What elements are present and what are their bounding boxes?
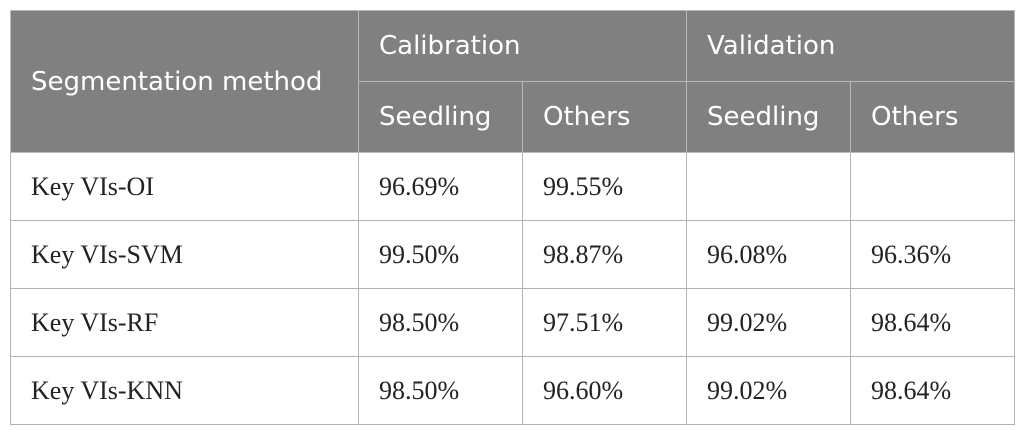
validation-others-cell: 98.64% (849, 288, 1016, 357)
validation-others-cell: 96.36% (849, 220, 1016, 289)
table-header: Segmentation method Calibration Validati… (10, 10, 1016, 153)
header-row-groups: Segmentation method Calibration Validati… (10, 10, 1016, 153)
calibration-others-cell: 96.60% (522, 356, 687, 425)
header-row-subheaders: Seedling Others Seedling Others (11, 81, 1016, 153)
header-calibration-others: Others (522, 81, 687, 153)
row-method-cell: Key VIs-RF (10, 288, 359, 357)
validation-others-cell: 98.64% (849, 356, 1016, 425)
validation-seedling-cell (686, 152, 851, 221)
header-group-calibration: Calibration (358, 10, 687, 82)
table-row: Key VIs-RF 98.50% 97.51% 99.02% 98.64% (10, 288, 1016, 357)
header-validation-seedling: Seedling (686, 81, 851, 153)
table-row: Key VIs-KNN 98.50% 96.60% 99.02% 98.64% (10, 356, 1016, 425)
table-row: Key VIs-SVM 99.50% 98.87% 96.08% 96.36% (10, 220, 1016, 289)
calibration-seedling-cell: 96.69% (358, 152, 523, 221)
validation-seedling-cell: 99.02% (686, 356, 851, 425)
header-group-validation: Validation (685, 10, 1016, 82)
table-body: Key VIs-OI 96.69% 99.55% Key VIs-SVM 99.… (10, 152, 1016, 425)
row-method-cell: Key VIs-KNN (10, 356, 359, 425)
calibration-seedling-cell: 98.50% (358, 356, 523, 425)
validation-seedling-cell: 96.08% (686, 220, 851, 289)
header-segmentation-method: Segmentation method (10, 10, 359, 153)
validation-seedling-cell: 99.02% (686, 288, 851, 357)
calibration-others-cell: 99.55% (522, 152, 687, 221)
results-table: Segmentation method Calibration Validati… (10, 10, 1016, 425)
table-row: Key VIs-OI 96.69% 99.55% (10, 152, 1016, 221)
validation-others-cell (849, 152, 1016, 221)
header-validation-others: Others (849, 81, 1016, 153)
row-method-cell: Key VIs-OI (10, 152, 359, 221)
calibration-seedling-cell: 99.50% (358, 220, 523, 289)
calibration-seedling-cell: 98.50% (358, 288, 523, 357)
calibration-others-cell: 97.51% (522, 288, 687, 357)
calibration-others-cell: 98.87% (522, 220, 687, 289)
row-method-cell: Key VIs-SVM (10, 220, 359, 289)
header-calibration-seedling: Seedling (358, 81, 523, 153)
